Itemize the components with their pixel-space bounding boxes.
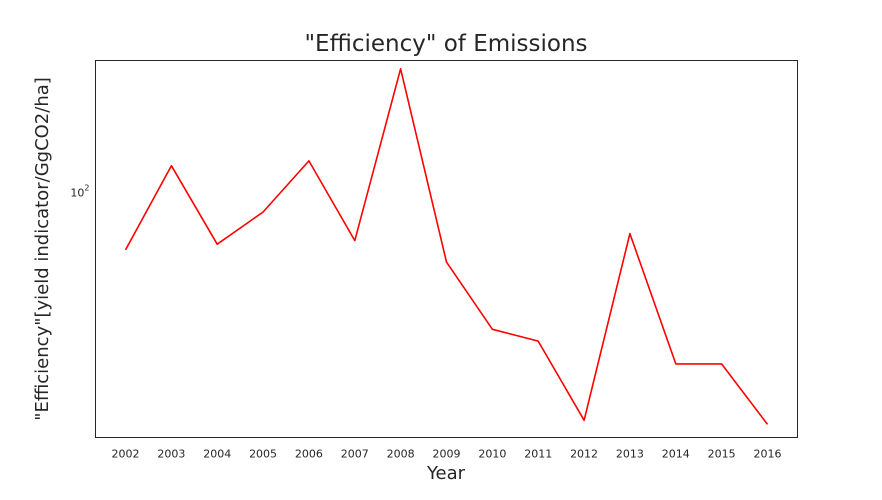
x-tick-label: 2004 [203, 448, 231, 461]
data-point-2011 [537, 340, 539, 342]
data-point-2012 [583, 419, 585, 421]
x-tick-label: 2007 [341, 448, 369, 461]
data-point-2007 [354, 240, 356, 242]
data-point-2006 [308, 160, 310, 162]
chart-title: "Efficiency" of Emissions [304, 31, 587, 57]
x-tick-label: 2005 [249, 448, 277, 461]
x-tick-label: 2012 [570, 448, 598, 461]
data-point-2005 [262, 211, 264, 213]
data-point-2015 [721, 363, 723, 365]
x-axis-label: Year [426, 463, 466, 484]
x-tick-label: 2009 [433, 448, 461, 461]
data-point-2016 [767, 423, 769, 425]
data-point-2003 [170, 165, 172, 167]
x-tick-label: 2010 [478, 448, 506, 461]
x-axis-ticks: 2002 2003 2004 2005 2006 2007 2008 2009 2010 2011… [112, 448, 782, 461]
x-tick-label: 2014 [662, 448, 690, 461]
y-axis-label: "Efficiency"[yield indicator/GgCO2/ha] [32, 77, 53, 421]
x-tick-label: 2006 [295, 448, 323, 461]
x-tick-label: 2016 [754, 448, 782, 461]
data-point-2002 [125, 249, 127, 251]
x-tick-label: 2013 [616, 448, 644, 461]
x-tick-label: 2002 [112, 448, 140, 461]
data-point-2008 [400, 68, 402, 70]
y-axis-ticks: 102 [70, 183, 89, 199]
data-point-2014 [675, 363, 677, 365]
data-point-2009 [446, 261, 448, 263]
y-tick-label: 102 [70, 183, 89, 199]
x-tick-label: 2008 [387, 448, 415, 461]
x-tick-label: 2011 [524, 448, 552, 461]
plot-frame [95, 60, 798, 438]
x-tick-label: 2015 [708, 448, 736, 461]
data-point-2013 [629, 233, 631, 235]
efficiency-series-line [124, 68, 769, 425]
data-point-2010 [491, 328, 493, 330]
data-points [125, 68, 769, 426]
x-tick-label: 2003 [157, 448, 185, 461]
data-point-2004 [216, 243, 218, 245]
